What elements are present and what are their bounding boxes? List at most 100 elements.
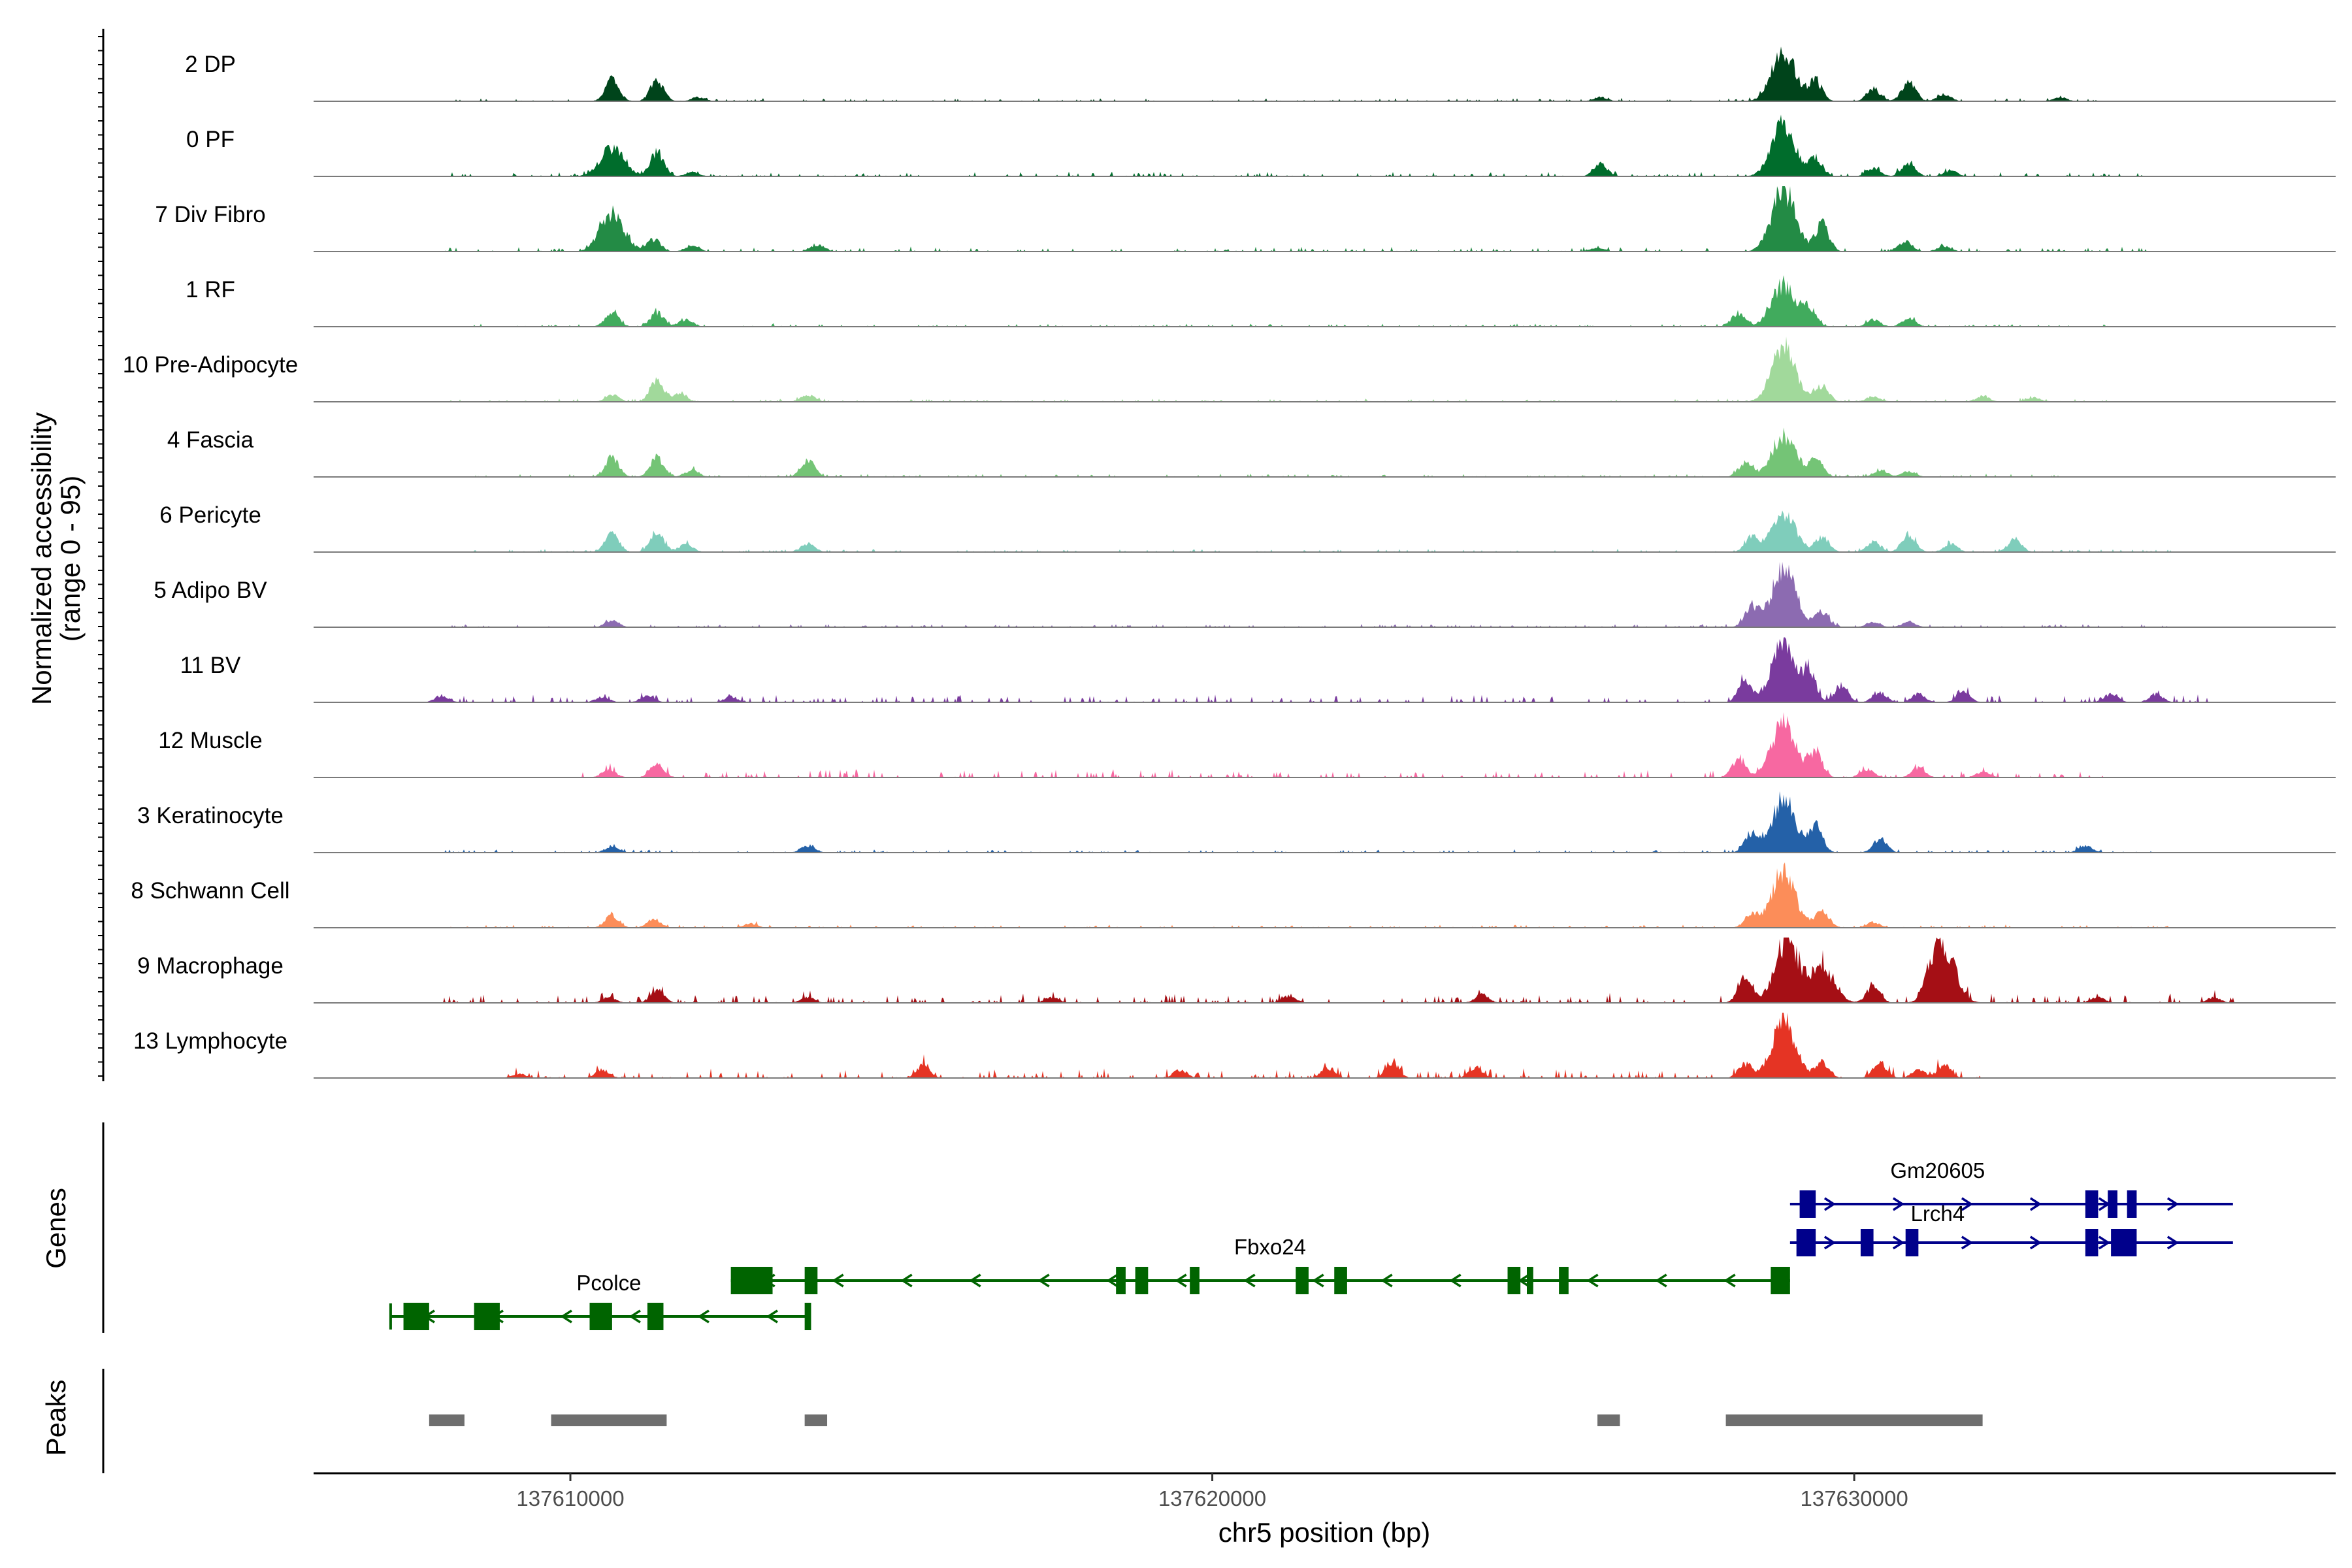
coverage-area bbox=[314, 712, 2336, 777]
strand-arrow bbox=[1823, 1235, 1837, 1250]
gene-exon bbox=[2085, 1190, 2099, 1218]
gene-exon bbox=[1507, 1267, 1521, 1294]
gene-exon bbox=[730, 1267, 773, 1294]
strand-arrow bbox=[1449, 1273, 1462, 1288]
coverage-area bbox=[314, 336, 2336, 402]
gene-exon bbox=[1334, 1267, 1347, 1294]
x-tick-label: 137630000 bbox=[1801, 1486, 1908, 1511]
track-3: 7 Div Fibro bbox=[155, 186, 2336, 252]
coverage-area bbox=[314, 562, 2336, 627]
strand-arrow bbox=[2029, 1197, 2042, 1211]
gene-exon bbox=[2127, 1190, 2137, 1218]
gene-gm20605: Gm20605 bbox=[1789, 1158, 2233, 1218]
strand-arrow bbox=[2098, 1235, 2111, 1250]
track-2: 0 PF bbox=[186, 114, 2336, 177]
strand-arrow bbox=[1723, 1273, 1736, 1288]
gene-exon bbox=[1771, 1267, 1790, 1294]
coverage-area bbox=[314, 1013, 2336, 1078]
gene-exon bbox=[1559, 1267, 1569, 1294]
peak-region bbox=[1725, 1414, 1983, 1426]
track-label: 3 Keratinocyte bbox=[137, 803, 284, 828]
track-label: 2 DP bbox=[185, 52, 236, 77]
track-8: 5 Adipo BV bbox=[154, 562, 2336, 628]
track-7: 6 Pericyte bbox=[159, 502, 2336, 553]
strand-arrow bbox=[1892, 1197, 1905, 1211]
strand-arrow bbox=[2029, 1235, 2042, 1250]
x-tick-label: 137610000 bbox=[516, 1486, 624, 1511]
strand-arrow bbox=[1312, 1273, 1324, 1288]
gene-exon bbox=[804, 1303, 811, 1330]
coverage-area bbox=[314, 46, 2336, 101]
gene-label: Pcolce bbox=[576, 1271, 641, 1295]
strand-arrow bbox=[1106, 1273, 1119, 1288]
gene-exon bbox=[647, 1303, 664, 1330]
track-label: 1 RF bbox=[186, 277, 235, 302]
track-label: 12 Muscle bbox=[158, 728, 263, 753]
gene-exon bbox=[804, 1267, 818, 1294]
track-14: 13 Lymphocyte bbox=[133, 1013, 2336, 1079]
track-label: 13 Lymphocyte bbox=[133, 1028, 287, 1054]
track-12: 8 Schwann Cell bbox=[131, 862, 2336, 928]
coverage-area bbox=[314, 938, 2336, 1003]
coverage-area bbox=[314, 510, 2336, 552]
x-axis-label: chr5 position (bp) bbox=[1218, 1517, 1431, 1548]
coverage-area bbox=[314, 427, 2336, 477]
strand-arrow bbox=[629, 1309, 641, 1324]
strand-arrow bbox=[2166, 1197, 2180, 1211]
strand-arrow bbox=[2166, 1235, 2180, 1250]
track-label: 7 Div Fibro bbox=[155, 202, 265, 227]
gene-exon bbox=[1527, 1267, 1533, 1294]
track-label: 6 Pericyte bbox=[159, 502, 261, 528]
coverage-area bbox=[314, 275, 2336, 327]
gene-track: Pcolce Fbxo24 Lrch4 Gm20605 bbox=[389, 1158, 2233, 1330]
peak-track bbox=[429, 1414, 1983, 1426]
track-label: 5 Adipo BV bbox=[154, 578, 267, 603]
track-13: 9 Macrophage bbox=[137, 938, 2336, 1004]
gene-label: Fbxo24 bbox=[1234, 1235, 1306, 1259]
strand-arrow bbox=[560, 1309, 572, 1324]
coverage-area bbox=[314, 114, 2336, 176]
track-11: 3 Keratinocyte bbox=[137, 791, 2336, 853]
gene-exon bbox=[474, 1303, 500, 1330]
gene-exon bbox=[1135, 1267, 1149, 1294]
track-label: 9 Macrophage bbox=[137, 953, 284, 979]
track-label: 8 Schwann Cell bbox=[131, 878, 289, 904]
track-9: 11 BV bbox=[180, 637, 2336, 703]
strand-arrow bbox=[969, 1273, 981, 1288]
axes: 137610000 137620000 137630000 bbox=[98, 29, 2336, 1511]
track-1: 2 DP bbox=[185, 46, 2336, 102]
strand-arrow bbox=[1823, 1197, 1837, 1211]
strand-arrow bbox=[1892, 1235, 1905, 1250]
strand-arrow bbox=[1037, 1273, 1050, 1288]
strand-arrow bbox=[1175, 1273, 1187, 1288]
coverage-area bbox=[314, 186, 2336, 252]
gene-exon bbox=[403, 1303, 429, 1330]
gene-exon bbox=[1190, 1267, 1200, 1294]
gene-exon bbox=[1799, 1190, 1816, 1218]
strand-arrow bbox=[1655, 1273, 1667, 1288]
track-label: 10 Pre-Adipocyte bbox=[123, 352, 298, 378]
track-10: 12 Muscle bbox=[158, 712, 2336, 778]
track-label: 4 Fascia bbox=[167, 427, 254, 453]
genes-track-label: Genes bbox=[41, 1188, 71, 1269]
strand-arrow bbox=[1243, 1273, 1256, 1288]
gene-exon bbox=[1116, 1267, 1126, 1294]
strand-arrow bbox=[900, 1273, 913, 1288]
strand-arrow bbox=[697, 1309, 710, 1324]
track-label: 11 BV bbox=[180, 653, 241, 678]
gene-exon bbox=[2085, 1229, 2099, 1256]
coverage-area bbox=[314, 862, 2336, 928]
gene-fbxo24: Fbxo24 bbox=[730, 1235, 1790, 1294]
gene-label: Lrch4 bbox=[1911, 1201, 1965, 1226]
strand-arrow bbox=[832, 1273, 844, 1288]
track-5: 10 Pre-Adipocyte bbox=[123, 336, 2336, 402]
gene-exon bbox=[1860, 1229, 1874, 1256]
track-label: 0 PF bbox=[186, 127, 235, 152]
coverage-tracks: 2 DP 0 PF 7 Div Fibro 1 RF 10 Pre-Adipocyte 4… bbox=[123, 46, 2336, 1079]
gene-exon bbox=[1296, 1267, 1309, 1294]
coverage-area bbox=[314, 791, 2336, 853]
strand-arrow bbox=[1380, 1273, 1393, 1288]
gene-exon bbox=[1905, 1229, 1919, 1256]
strand-arrow bbox=[1961, 1235, 1974, 1250]
